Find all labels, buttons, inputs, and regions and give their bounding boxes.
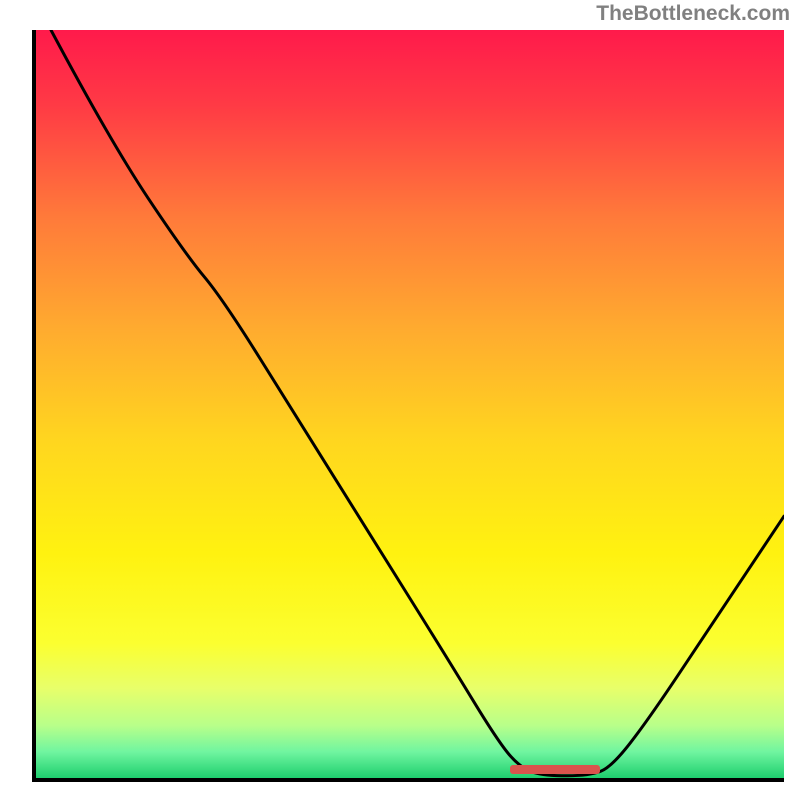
bottleneck-curve	[36, 30, 784, 778]
plot-area	[32, 30, 784, 782]
chart-container: TheBottleneck.com	[0, 0, 800, 800]
watermark-text: TheBottleneck.com	[596, 2, 790, 26]
optimal-marker	[510, 765, 600, 774]
